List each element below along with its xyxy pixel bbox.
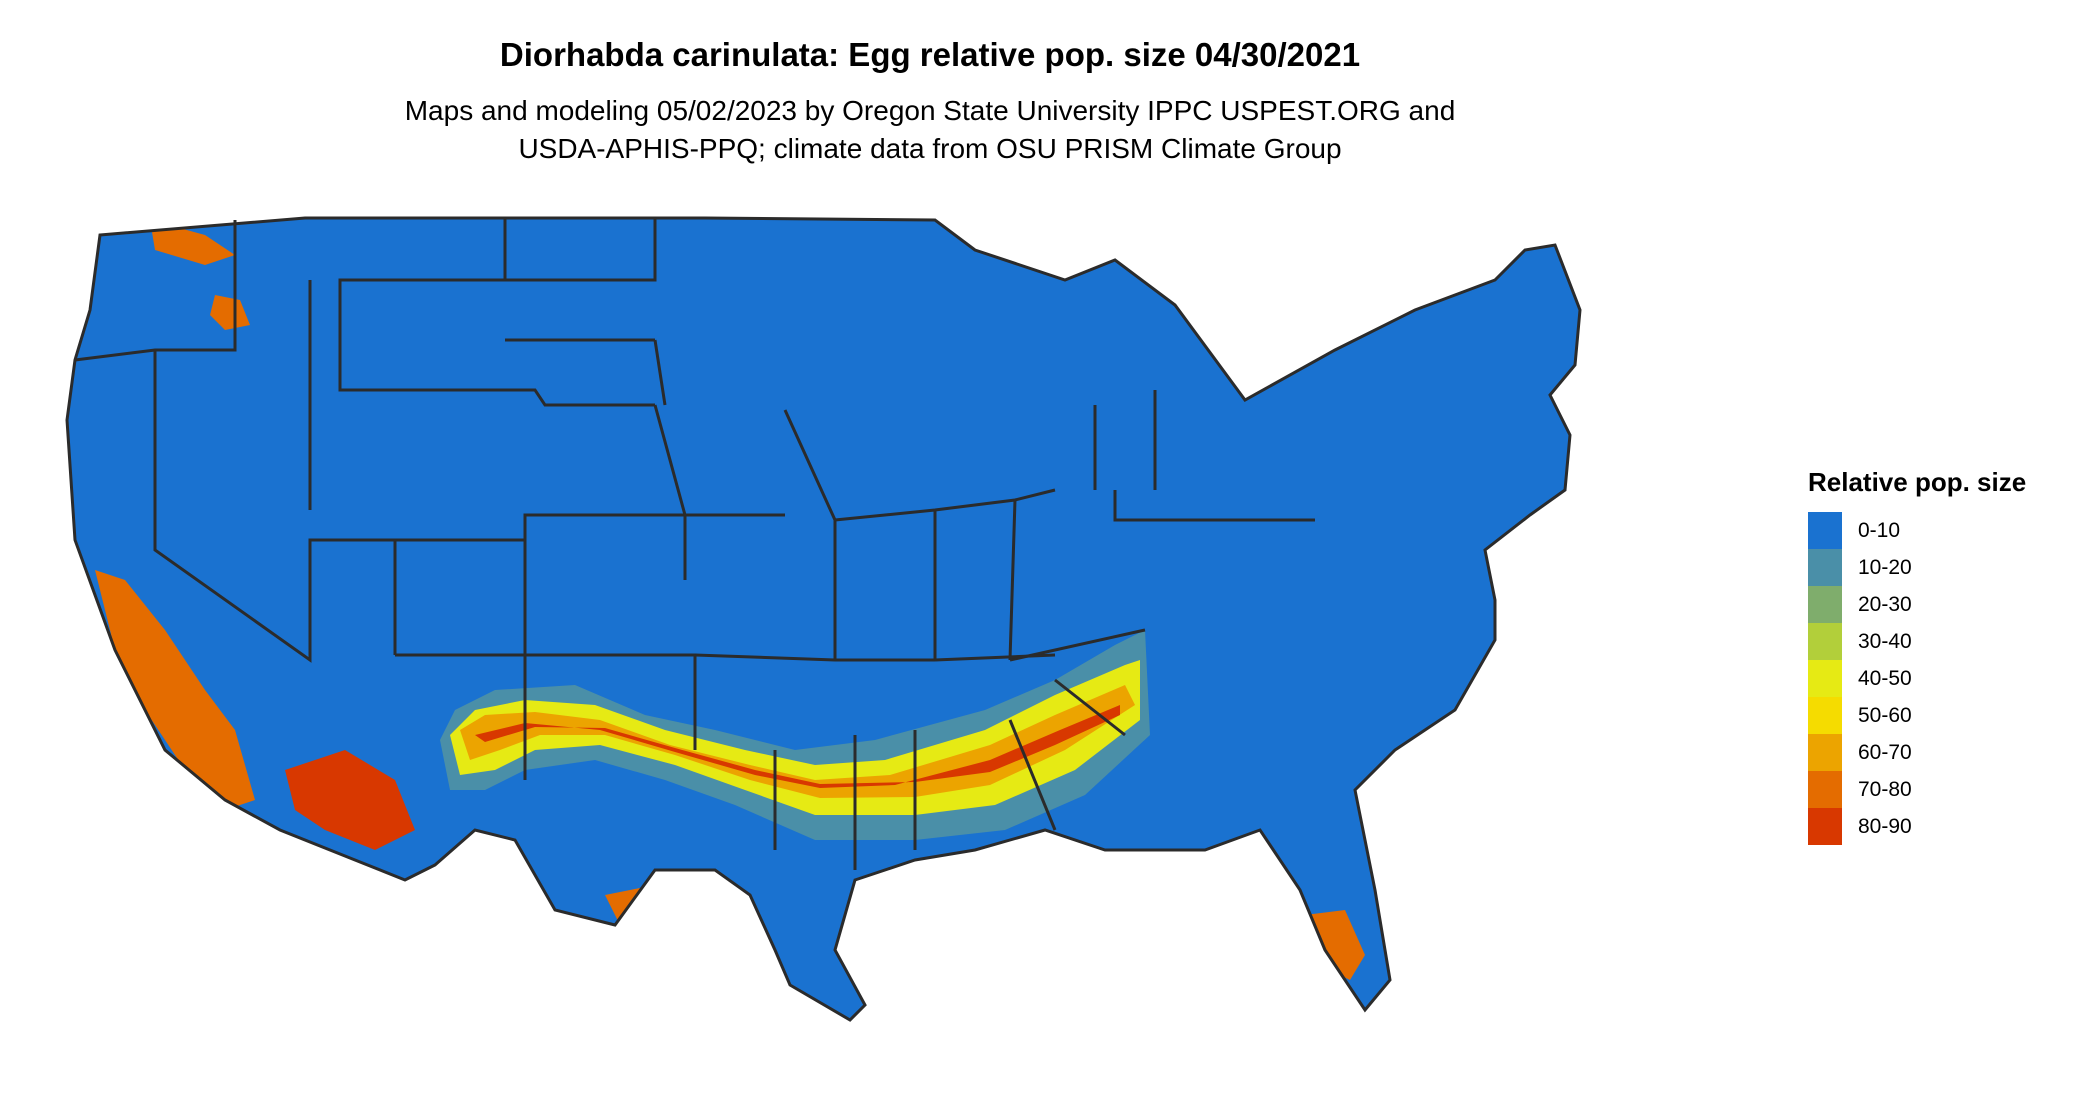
legend-item: 30-40 bbox=[1808, 623, 2026, 660]
legend-item: 70-80 bbox=[1808, 771, 2026, 808]
map-title: Diorhabda carinulata: Egg relative pop. … bbox=[499, 36, 1361, 73]
legend-item: 80-90 bbox=[1808, 808, 2026, 845]
legend-item: 0-10 bbox=[1808, 512, 2026, 549]
legend-label: 30-40 bbox=[1858, 629, 1912, 653]
state-borders bbox=[65, 216, 1582, 1022]
legend-item: 60-70 bbox=[1808, 734, 2026, 771]
legend-item: 40-50 bbox=[1808, 660, 2026, 697]
california-zone bbox=[95, 570, 255, 810]
legend-label: 40-50 bbox=[1858, 666, 1912, 690]
legend-label: 0-10 bbox=[1858, 518, 1901, 542]
legend-label: 20-30 bbox=[1858, 592, 1912, 616]
legend-item: 10-20 bbox=[1808, 549, 2026, 586]
legend-label: 80-90 bbox=[1858, 814, 1912, 838]
legend-label: 60-70 bbox=[1858, 740, 1912, 764]
legend-label: 70-80 bbox=[1858, 777, 1912, 801]
texas-coast-zone bbox=[605, 885, 705, 940]
legend-items: 0-10 10-20 20-30 30-40 40-50 50-60 60-70 70-80 8… bbox=[1808, 512, 2026, 845]
legend-swatch bbox=[1808, 549, 1842, 586]
subtitle-line-2: USDA-APHIS-PPQ; climate data from OSU PR… bbox=[518, 133, 1342, 164]
legend-swatch bbox=[1808, 586, 1842, 623]
legend-swatch bbox=[1808, 808, 1842, 845]
legend-item: 50-60 bbox=[1808, 697, 2026, 734]
map-subtitle: Maps and modeling 05/02/2023 by Oregon S… bbox=[0, 92, 1860, 168]
legend-swatch bbox=[1808, 623, 1842, 660]
legend-swatch bbox=[1808, 734, 1842, 771]
us-population-map bbox=[65, 216, 1582, 1022]
legend-swatch bbox=[1808, 660, 1842, 697]
legend-swatch bbox=[1808, 771, 1842, 808]
legend-swatch bbox=[1808, 697, 1842, 734]
legend-label: 10-20 bbox=[1858, 555, 1912, 579]
population-zones bbox=[95, 220, 1365, 980]
us-landmass bbox=[67, 218, 1580, 1020]
legend-title: Relative pop. size bbox=[1808, 467, 2027, 497]
legend: Relative pop. size 0-10 10-20 20-30 30-40 40… bbox=[1808, 467, 2026, 845]
washington-zone bbox=[150, 220, 235, 265]
legend-item: 20-30 bbox=[1808, 586, 2026, 623]
legend-swatch bbox=[1808, 512, 1842, 549]
legend-label: 50-60 bbox=[1858, 703, 1912, 727]
idaho-zone bbox=[210, 295, 250, 330]
arizona-zone bbox=[285, 750, 415, 850]
subtitle-line-1: Maps and modeling 05/02/2023 by Oregon S… bbox=[404, 95, 1456, 126]
